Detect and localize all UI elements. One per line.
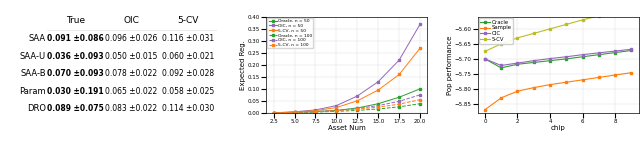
OIC: [546, 58, 554, 59]
Line: Oracle: Oracle: [484, 49, 632, 69]
5-CV: [563, 24, 570, 25]
Sample: [546, 84, 554, 85]
Oracle: [579, 56, 586, 58]
Sample: [563, 81, 570, 83]
Oracle: [611, 52, 619, 53]
OIC: [530, 60, 538, 61]
5-CV: [595, 15, 603, 17]
OIC: [497, 65, 505, 66]
Sample: [481, 109, 489, 111]
Oracle: [628, 50, 636, 51]
5-CV: [514, 37, 522, 39]
Sample: [514, 90, 522, 92]
Sample: [497, 97, 505, 99]
Line: Sample: Sample: [484, 72, 632, 111]
Legend: Oracle, Sample, OIC, 5-CV: Oracle, Sample, OIC, 5-CV: [479, 18, 513, 44]
Oracle: [497, 67, 505, 69]
Oracle: [514, 63, 522, 65]
OIC: [579, 54, 586, 56]
Oracle: [481, 58, 489, 60]
OIC: [514, 62, 522, 64]
5-CV: [611, 11, 619, 12]
5-CV: [497, 43, 505, 45]
OIC: [563, 56, 570, 58]
OIC: [595, 52, 603, 54]
Y-axis label: Expected Reg.: Expected Reg.: [241, 40, 246, 90]
5-CV: [530, 33, 538, 34]
Oracle: [530, 62, 538, 63]
Legend: Oracle, n = 50, OIC, n = 50, 5-CV, n = 50, Oracle, n = 100, OIC, n = 100, 5-CV, : Oracle, n = 50, OIC, n = 50, 5-CV, n = 5…: [267, 18, 314, 49]
Sample: [611, 74, 619, 76]
Sample: [530, 87, 538, 89]
Line: 5-CV: 5-CV: [484, 6, 632, 52]
OIC: [611, 50, 619, 52]
X-axis label: chip: chip: [551, 125, 566, 131]
OIC: [481, 58, 489, 60]
5-CV: [628, 6, 636, 8]
5-CV: [579, 19, 586, 21]
Sample: [628, 72, 636, 73]
Y-axis label: Pop performance: Pop performance: [447, 35, 453, 95]
Line: OIC: OIC: [484, 48, 632, 67]
Oracle: [595, 54, 603, 56]
5-CV: [481, 50, 489, 52]
X-axis label: Asset Num: Asset Num: [328, 125, 365, 131]
Sample: [579, 79, 586, 81]
5-CV: [546, 28, 554, 30]
Oracle: [546, 60, 554, 61]
Oracle: [563, 58, 570, 60]
Sample: [595, 77, 603, 78]
OIC: [628, 49, 636, 50]
